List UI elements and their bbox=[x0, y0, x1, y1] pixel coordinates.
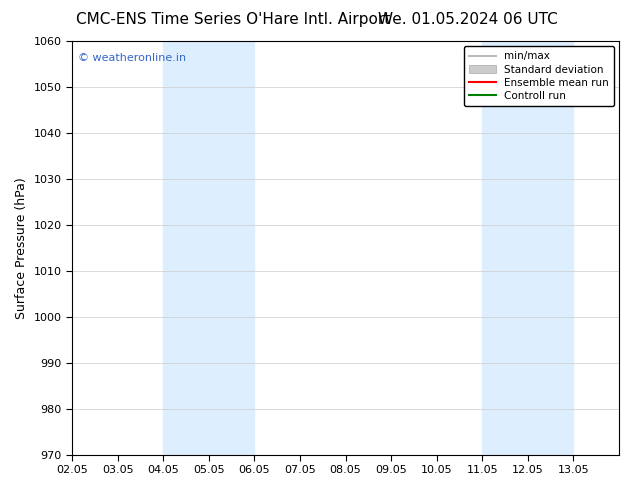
Y-axis label: Surface Pressure (hPa): Surface Pressure (hPa) bbox=[15, 177, 28, 318]
Bar bbox=[482, 41, 573, 455]
Text: CMC-ENS Time Series O'Hare Intl. Airport: CMC-ENS Time Series O'Hare Intl. Airport bbox=[76, 12, 391, 27]
Text: © weatheronline.in: © weatheronline.in bbox=[77, 53, 186, 64]
Bar bbox=[163, 41, 254, 455]
Legend: min/max, Standard deviation, Ensemble mean run, Controll run: min/max, Standard deviation, Ensemble me… bbox=[464, 46, 614, 106]
Text: We. 01.05.2024 06 UTC: We. 01.05.2024 06 UTC bbox=[378, 12, 558, 27]
